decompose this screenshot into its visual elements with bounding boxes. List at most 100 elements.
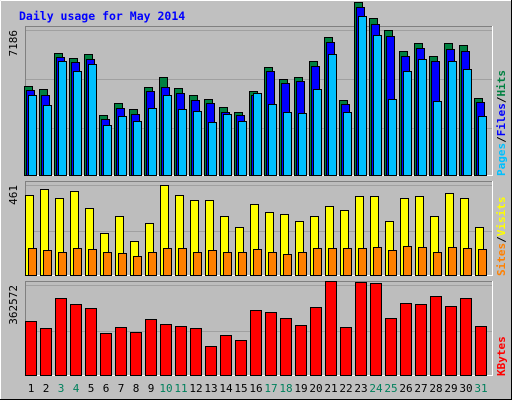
visits-bar-sites-day-1 <box>28 248 37 276</box>
kbytes-bar-kbytes-day-27 <box>415 304 427 376</box>
hits-bar-pages-day-26 <box>403 71 412 176</box>
kbytes-series-kbytes <box>25 281 487 376</box>
kbytes-panel: 362572 KBytes <box>7 281 508 376</box>
day-label-16: 16 <box>249 382 262 395</box>
hits-bar-pages-day-24 <box>373 35 382 176</box>
day-label-22: 22 <box>339 382 352 395</box>
hits-bar-pages-day-29 <box>448 61 457 176</box>
day-label-20: 20 <box>309 382 322 395</box>
kbytes-bar-kbytes-day-7 <box>115 327 127 376</box>
hits-bar-pages-day-28 <box>433 101 442 176</box>
kbytes-bar-kbytes-day-13 <box>205 346 217 376</box>
visits-bar-sites-day-20 <box>313 248 322 276</box>
hits-bar-pages-day-14 <box>223 114 232 176</box>
visits-bar-sites-day-9 <box>148 252 157 276</box>
kbytes-bar-kbytes-day-15 <box>235 340 247 376</box>
kbytes-max-label: 362572 <box>7 285 20 325</box>
kbytes-bar-kbytes-day-26 <box>400 303 412 376</box>
hits-bar-pages-day-18 <box>283 112 292 176</box>
hits-bar-pages-day-11 <box>178 109 187 176</box>
day-label-12: 12 <box>189 382 202 395</box>
day-label-3: 3 <box>58 382 65 395</box>
kbytes-bar-kbytes-day-2 <box>40 328 52 376</box>
hits-bar-pages-day-23 <box>358 16 367 176</box>
kbytes-bar-kbytes-day-14 <box>220 335 232 376</box>
visits-series-sites <box>28 246 487 276</box>
kbytes-bar-kbytes-day-19 <box>295 325 307 376</box>
visits-bar-sites-day-11 <box>178 248 187 276</box>
day-label-15: 15 <box>234 382 247 395</box>
x-axis-day-labels: 1 2 3 4 5 6 7 8 9 10 11 12 13 14 15 16 17 18 19 20 21 22 23 24 2… <box>28 382 488 395</box>
legend-entry-hits: Hits <box>495 70 508 97</box>
day-label-21: 21 <box>324 382 337 395</box>
day-label-23: 23 <box>354 382 367 395</box>
kbytes-bar-kbytes-day-21 <box>325 281 337 376</box>
hits-bar-pages-day-13 <box>208 122 217 176</box>
kbytes-bar-kbytes-day-20 <box>310 307 322 376</box>
kbytes-bar-kbytes-day-16 <box>250 310 262 376</box>
visits-bar-sites-day-27 <box>418 247 427 276</box>
day-label-9: 9 <box>148 382 155 395</box>
day-label-13: 13 <box>204 382 217 395</box>
visits-bar-sites-day-16 <box>253 249 262 276</box>
kbytes-bar-kbytes-day-28 <box>430 296 442 376</box>
hits-bar-pages-day-22 <box>343 112 352 176</box>
day-label-4: 4 <box>73 382 80 395</box>
kbytes-bar-kbytes-day-10 <box>160 324 172 376</box>
kbytes-bar-kbytes-day-3 <box>55 298 67 376</box>
day-label-30: 30 <box>459 382 472 395</box>
day-label-1: 1 <box>28 382 35 395</box>
visits-bar-sites-day-4 <box>73 248 82 276</box>
day-label-10: 10 <box>159 382 172 395</box>
legend-entry-files: Files <box>495 103 508 136</box>
legend-entry-kbytes: KBytes <box>495 336 508 376</box>
visits-bar-sites-day-12 <box>193 252 202 276</box>
day-label-17: 17 <box>264 382 277 395</box>
legend-entry-pages: Pages <box>495 143 508 176</box>
hits-bar-pages-day-4 <box>73 71 82 176</box>
visits-bar-sites-day-8 <box>133 256 142 276</box>
kbytes-bar-kbytes-day-29 <box>445 306 457 376</box>
visits-bar-sites-day-6 <box>103 252 112 276</box>
chart-panels: 7186 Pages/Files/Hits 461 Sites/Visits 36257… <box>7 2 508 376</box>
kbytes-bar-kbytes-day-1 <box>25 321 37 376</box>
kbytes-bar-kbytes-day-12 <box>190 328 202 376</box>
visits-bar-sites-day-19 <box>298 252 307 276</box>
kbytes-bar-kbytes-day-11 <box>175 326 187 376</box>
hits-bar-pages-day-3 <box>58 61 67 176</box>
kbytes-bar-kbytes-day-8 <box>130 332 142 376</box>
day-label-28: 28 <box>429 382 442 395</box>
visits-bar-sites-day-28 <box>433 252 442 276</box>
legend-entry-visits: Visits <box>495 197 508 237</box>
hits-bar-pages-day-27 <box>418 59 427 176</box>
day-label-6: 6 <box>103 382 110 395</box>
visits-bar-sites-day-2 <box>43 250 52 276</box>
hits-bar-pages-day-30 <box>463 69 472 176</box>
visits-bar-sites-day-22 <box>343 248 352 276</box>
visits-bar-sites-day-17 <box>268 252 277 276</box>
visits-bar-sites-day-31 <box>478 249 487 276</box>
day-label-25: 25 <box>384 382 397 395</box>
kbytes-bar-kbytes-day-24 <box>370 283 382 376</box>
visits-bar-sites-day-23 <box>358 248 367 276</box>
hits-bar-pages-day-12 <box>193 111 202 176</box>
visits-bar-sites-day-18 <box>283 254 292 276</box>
hits-bar-pages-day-8 <box>133 121 142 176</box>
kbytes-bar-kbytes-day-30 <box>460 298 472 376</box>
hits-bar-pages-day-17 <box>268 104 277 176</box>
hits-bar-pages-day-19 <box>298 113 307 176</box>
hits-bar-pages-day-15 <box>238 121 247 176</box>
kbytes-bar-kbytes-day-25 <box>385 318 397 376</box>
visits-bar-sites-day-15 <box>238 252 247 276</box>
day-label-29: 29 <box>444 382 457 395</box>
visits-bar-sites-day-25 <box>388 250 397 276</box>
visits-panel: 461 Sites/Visits <box>7 181 508 276</box>
hits-max-label: 7186 <box>7 30 20 57</box>
visits-bar-sites-day-30 <box>463 248 472 276</box>
hits-bar-pages-day-10 <box>163 95 172 176</box>
day-label-27: 27 <box>414 382 427 395</box>
legend-entry-sites: Sites <box>495 243 508 276</box>
day-label-31: 31 <box>474 382 487 395</box>
visits-bar-sites-day-26 <box>403 246 412 276</box>
